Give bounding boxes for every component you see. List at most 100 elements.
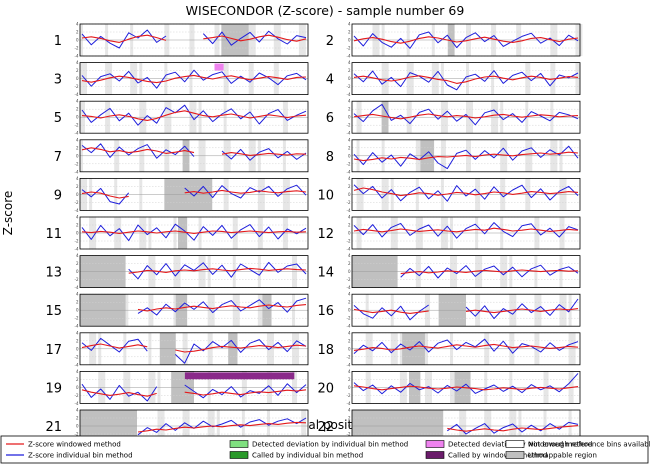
chromosome-label: 22 [317,420,334,435]
y-tick-label: 2 [76,338,79,343]
y-tick-label: 2 [76,300,79,305]
series-windowed-line [81,389,307,397]
series-windowed-line [128,267,307,274]
y-tick-label: -2 [347,354,351,359]
y-tick-label: 4 [76,176,79,181]
chromosome-panel-3: -4 -2 0 2 4 3 [54,60,309,97]
chromosome-label: 5 [54,111,62,126]
panel-frame [351,23,581,57]
y-tick-label: 4 [348,369,351,374]
y-tick-label: 4 [76,215,79,220]
series-individual-bin-line [353,373,579,395]
y-tick-label: 0 [76,424,79,429]
chromosome-panel-1: -4 -2 0 2 4 1 [54,22,309,59]
legend-box-swatch [505,440,525,448]
y-tick-label: 4 [76,22,79,27]
series-individual-bin-line [81,104,307,126]
y-tick-label: -2 [347,432,351,437]
legend-frame [0,435,649,464]
panel-frame [79,332,309,366]
y-tick-label: 0 [348,115,351,120]
series-windowed-line [137,421,307,433]
panel-frame [79,255,309,289]
y-tick-label: -2 [347,277,351,282]
y-tick-label: 2 [76,377,79,382]
legend-item: Not enough reference bins available [505,440,650,449]
legend-label: Called by windowed method [448,452,547,460]
panel-frame [79,177,309,211]
panel-frame [351,332,581,366]
panel-frame [351,255,581,289]
chromosome-panel-11: -4 -2 0 2 4 11 [45,215,309,252]
y-tick-label: -2 [347,200,351,205]
legend-label: Detected deviation by individual bin met… [252,441,408,449]
chromosome-label: 17 [45,343,62,358]
y-tick-label: 4 [348,22,351,27]
legend-label: Called by individual bin method [252,452,363,460]
chromosome-label: 18 [317,343,334,358]
legend-item: Unmappable region [505,451,597,460]
y-tick-label: -2 [347,393,351,398]
legend-label: Z-score individual bin method [28,452,133,460]
y-tick-label: 0 [76,308,79,313]
series-windowed-line [353,343,579,351]
y-tick-label: 2 [348,30,351,35]
panel-frame [351,370,581,404]
y-tick-label: 2 [348,261,351,266]
y-tick-label: 2 [348,338,351,343]
legend-label: Not enough reference bins available [528,441,650,449]
y-tick-label: 4 [348,215,351,220]
y-tick-label: -2 [347,239,351,244]
y-tick-label: -2 [75,84,79,89]
series-windowed-line [353,385,579,391]
y-tick-label: 2 [348,68,351,73]
y-tick-label: 0 [348,385,351,390]
chromosome-label: 16 [317,304,334,319]
series-individual-bin-line [137,297,307,316]
chromosome-label: 1 [54,34,62,49]
y-tick-label: -4 [75,131,79,136]
chromosome-panel-20: -4 -2 0 2 4 20 [317,369,581,406]
chromosome-label: 2 [326,34,334,49]
chromosome-label: 7 [54,150,62,165]
series-individual-bin-line [353,31,579,49]
panel-frame [79,370,309,404]
y-tick-label: 4 [76,292,79,297]
chart-title: WISECONDOR (Z-score) - sample number 69 [186,3,465,18]
chromosome-panel-2: -4 -2 0 2 4 2 [326,22,583,59]
y-tick-label: -2 [75,161,79,166]
y-tick-label: -2 [75,200,79,205]
panel-frame [351,139,581,173]
chromosome-label: 21 [45,420,62,435]
y-tick-label: -4 [75,208,79,213]
y-tick-label: 2 [348,107,351,112]
series-windowed-line [81,34,307,43]
panel-frame [79,139,309,173]
y-tick-label: -4 [75,324,79,329]
series-individual-bin-line [81,223,307,242]
chromosome-panel-19: -4 -2 0 2 4 19 [45,369,309,406]
y-tick-label: 4 [76,99,79,104]
series-windowed-line [447,425,579,432]
y-tick-label: -4 [347,247,351,252]
chromosome-label: 8 [326,150,334,165]
y-tick-label: -2 [347,84,351,89]
y-tick-label: 0 [348,192,351,197]
series-windowed-line [353,227,579,233]
legend-box-swatch [425,440,445,448]
series-windowed-line [353,75,579,84]
y-tick-label: -2 [347,161,351,166]
series-windowed-line [353,36,579,44]
y-tick-label: 4 [348,330,351,335]
chromosome-label: 4 [326,73,334,88]
series-individual-bin-line [353,103,579,126]
y-tick-label: -4 [75,169,79,174]
y-tick-label: -2 [347,46,351,51]
y-tick-label: 4 [76,330,79,335]
y-tick-label: 4 [348,408,351,413]
series-windowed-line [81,343,307,353]
y-tick-label: -4 [75,92,79,97]
y-tick-label: 0 [76,269,79,274]
y-tick-label: 4 [76,408,79,413]
